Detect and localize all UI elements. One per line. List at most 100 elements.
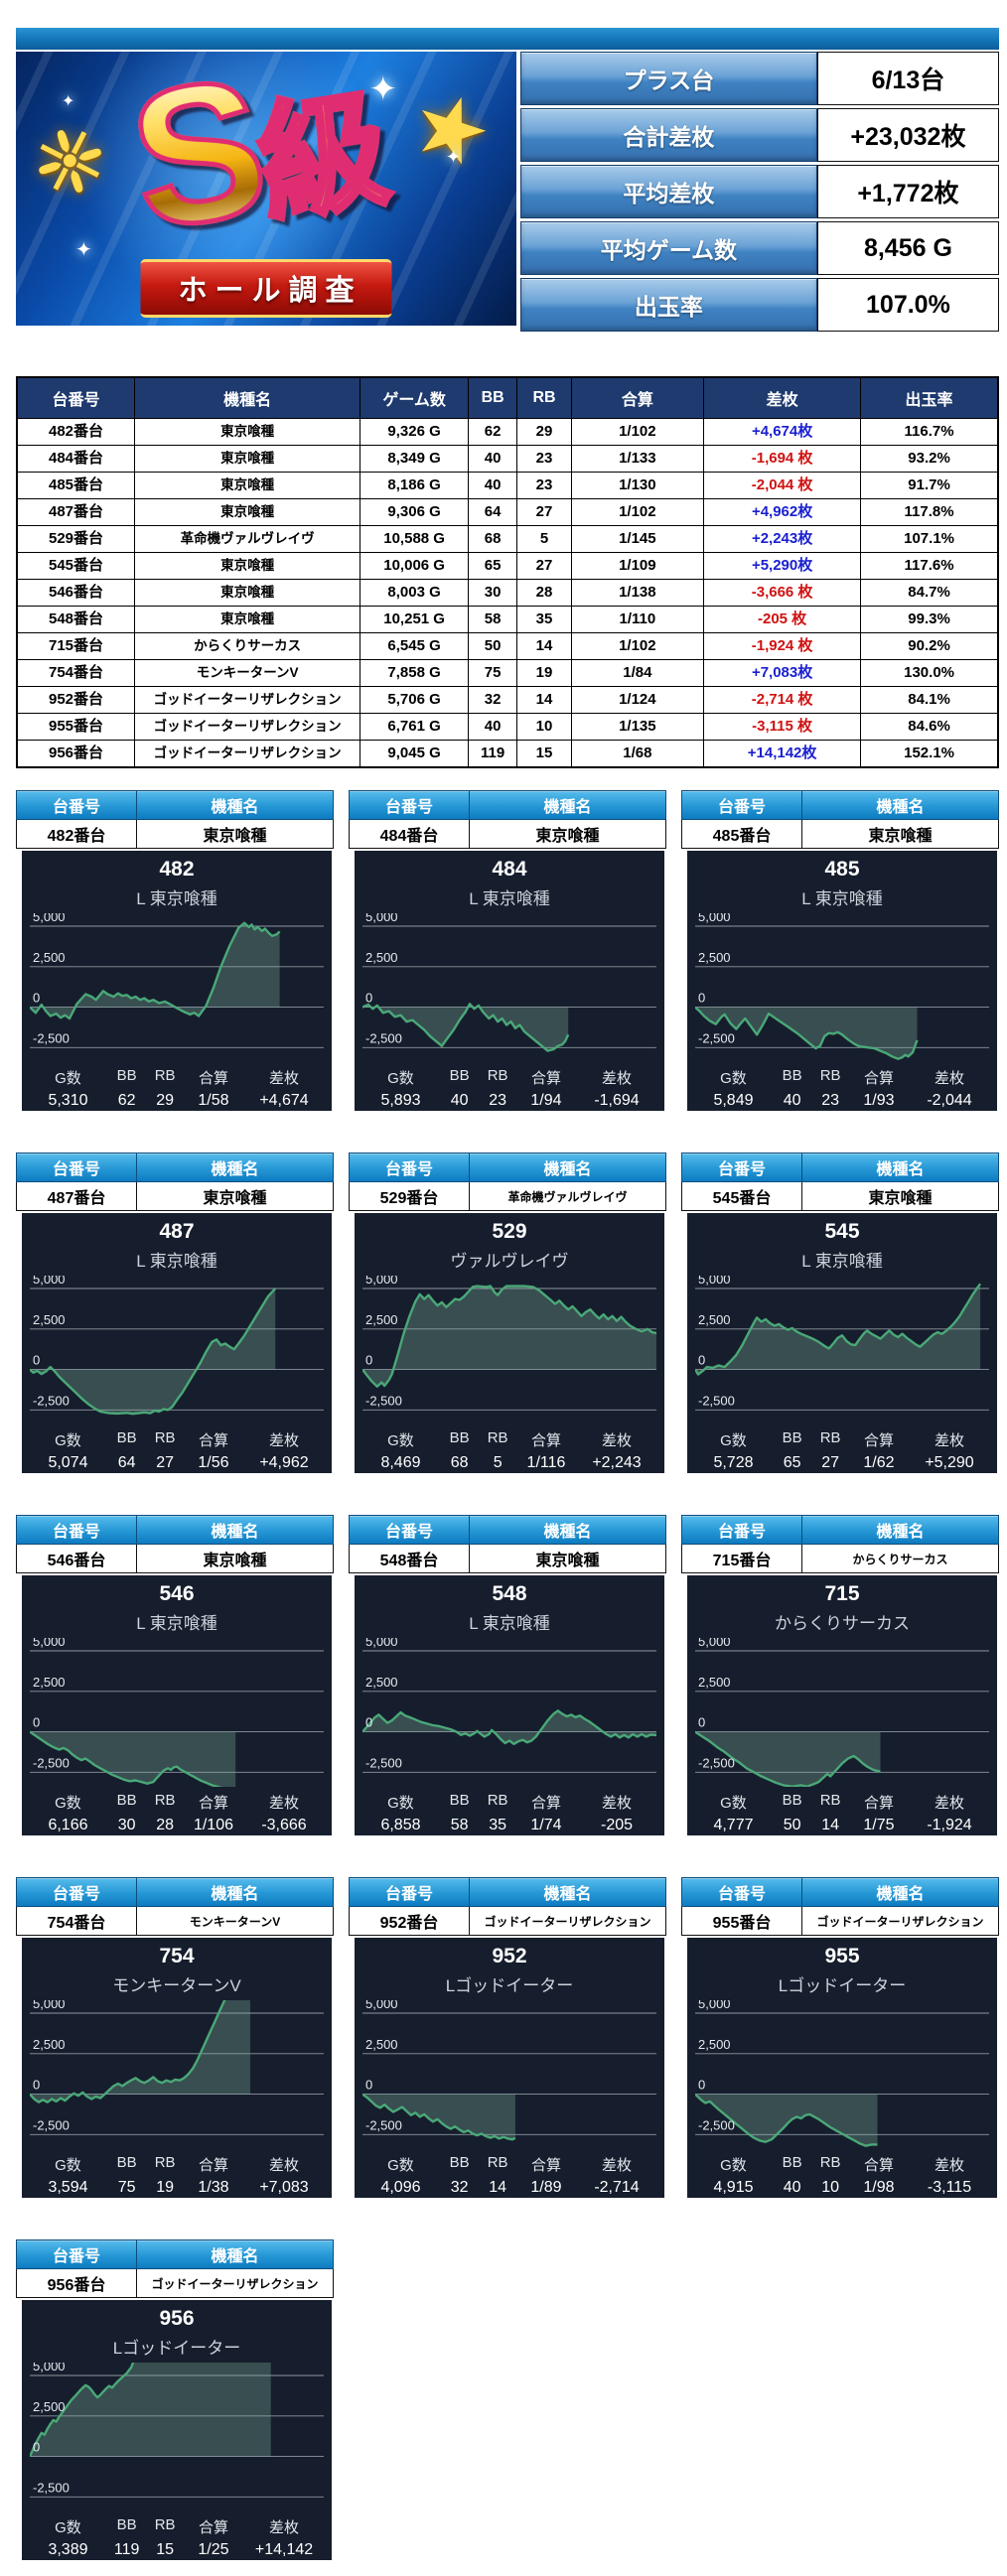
svg-text:-2,500: -2,500 <box>33 2480 70 2495</box>
slump-chart-panel: 485 L 東京喰種 5,000 2,500 0 -2,500 G数 BB RB 合算 差枚 … <box>687 851 997 1111</box>
svg-text:-2,500: -2,500 <box>365 1755 402 1770</box>
chart-stats-labels: G数 BB RB 合算 差枚 <box>362 2154 656 2175</box>
stat-value: 5,074 <box>48 1454 88 1471</box>
card-machine-number: 956番台 <box>15 2268 138 2298</box>
col-header: ゲーム数 <box>360 376 469 419</box>
svg-text:-2,500: -2,500 <box>365 1393 402 1408</box>
card-machine-model: モンキーターンV <box>136 1906 334 1936</box>
summary-value: +23,032枚 <box>816 108 999 162</box>
card-machine-model: からくりサーカス <box>801 1544 999 1573</box>
slump-chart: 5,000 2,500 0 -2,500 <box>30 1276 324 1416</box>
machine-number: 545番台 <box>16 552 136 580</box>
card-machine-model: 東京喰種 <box>801 1181 999 1211</box>
stat-label: G数 <box>720 1795 747 1812</box>
bb-count: 75 <box>467 659 518 687</box>
svg-text:2,500: 2,500 <box>33 1312 66 1327</box>
machine-card: 台番号 機種名 487番台 東京喰種 487 L 東京喰種 5,000 2,500… <box>15 1152 334 1473</box>
machine-card: 台番号 機種名 529番台 革命機ヴァルヴレイヴ 529 ヴァルヴレイヴ 5,0… <box>348 1152 666 1473</box>
stat-label: G数 <box>387 1432 414 1449</box>
svg-text:5,000: 5,000 <box>365 2000 398 2011</box>
header-row: ❈ ★ ✦ ✦ ✦ ✦ S級 ホール調査 プラス台 6/13台 合計差枚 +23,03… <box>16 52 999 335</box>
svg-text:0: 0 <box>33 2078 40 2093</box>
combined-rate: 1/130 <box>570 472 705 499</box>
machine-card: 台番号 機種名 485番台 東京喰種 485 L 東京喰種 5,000 2,500… <box>680 790 999 1111</box>
stat-value: 5,310 <box>48 1092 88 1109</box>
svg-text:2,500: 2,500 <box>365 1675 398 1690</box>
chart-subtitle: Lゴッドイーター <box>445 1976 574 1995</box>
card-machine-model: ゴッドイーターリザレクション <box>801 1906 999 1936</box>
payout-rate: 84.6% <box>860 713 999 741</box>
slump-chart-panel: 548 L 東京喰種 5,000 2,500 0 -2,500 G数 BB RB 合算 差枚 … <box>355 1575 664 1835</box>
machine-card: 台番号 機種名 546番台 東京喰種 546 L 東京喰種 5,000 2,500… <box>15 1515 334 1835</box>
model-name: からくりサーカス <box>134 632 361 660</box>
slump-chart: 5,000 2,500 0 -2,500 <box>30 2000 324 2135</box>
medal-diff: +4,674枚 <box>703 418 862 446</box>
stat-value: 1/58 <box>198 1092 229 1109</box>
summary-row: プラス台 6/13台 <box>520 52 999 105</box>
slump-cards-grid: 台番号 機種名 482番台 東京喰種 482 L 東京喰種 5,000 2,500… <box>15 790 999 2560</box>
svg-text:0: 0 <box>33 2440 40 2455</box>
card-col-model-header: 機種名 <box>801 1515 999 1545</box>
game-count: 8,186 G <box>360 472 469 499</box>
stat-label: 合算 <box>530 2157 561 2174</box>
stat-label: 差枚 <box>935 1795 965 1812</box>
stat-value: 4,915 <box>713 2179 754 2196</box>
payout-rate: 116.7% <box>860 418 999 446</box>
combined-rate: 1/133 <box>570 445 705 473</box>
summary-value: +1,772枚 <box>816 165 999 218</box>
stat-value: 28 <box>156 1817 175 1833</box>
medal-diff: +5,290枚 <box>703 552 862 580</box>
slump-chart-panel: 545 L 東京喰種 5,000 2,500 0 -2,500 G数 BB RB 合算 差枚 … <box>687 1213 997 1473</box>
stat-value: 19 <box>156 2179 175 2196</box>
card-machine-number: 715番台 <box>680 1544 803 1573</box>
slump-chart-panel: 529 ヴァルヴレイヴ 5,000 2,500 0 -2,500 G数 BB RB 合算 差枚… <box>355 1213 664 1473</box>
summary-value: 107.0% <box>816 278 999 332</box>
stat-label: RB <box>819 1429 841 1446</box>
svg-text:5,000: 5,000 <box>33 2000 66 2011</box>
card-machine-model: 東京喰種 <box>469 1544 666 1573</box>
stat-label: 差枚 <box>602 1795 633 1812</box>
stat-label: RB <box>154 1067 176 1084</box>
stat-value: +7,083 <box>259 2179 309 2196</box>
slump-chart-panel: 952 Lゴッドイーター 5,000 2,500 0 -2,500 G数 BB RB 合算 差… <box>355 1938 664 2198</box>
slump-chart: 5,000 2,500 0 -2,500 <box>362 1638 656 1773</box>
slump-chart: 5,000 2,500 0 -2,500 <box>30 913 324 1048</box>
chart-stats-values: 6,166 30 28 1/106 -3,666 <box>30 1817 324 1834</box>
chart-title: 546 <box>159 1582 195 1605</box>
machine-number: 956番台 <box>16 740 136 768</box>
combined-rate: 1/109 <box>570 552 705 580</box>
svg-text:0: 0 <box>33 991 40 1006</box>
svg-text:5,000: 5,000 <box>365 913 398 924</box>
svg-text:-2,500: -2,500 <box>33 1755 70 1770</box>
card-header-table: 台番号 機種名 484番台 東京喰種 <box>348 790 666 849</box>
card-machine-number: 754番台 <box>15 1906 138 1936</box>
card-col-number-header: 台番号 <box>15 1877 138 1907</box>
summary-label: 平均差枚 <box>520 165 817 218</box>
stat-label: 合算 <box>198 2157 228 2174</box>
payout-rate: 84.7% <box>860 579 999 607</box>
sparkle-icon: ✦ <box>445 147 461 167</box>
game-count: 7,858 G <box>360 659 469 687</box>
stat-value: 4,096 <box>380 2179 421 2196</box>
bb-count: 30 <box>467 579 518 607</box>
stat-label: BB <box>782 1067 802 1084</box>
chart-subtitle: L 東京喰種 <box>136 1252 217 1271</box>
svg-text:2,500: 2,500 <box>33 2399 66 2414</box>
chart-stats-values: 5,728 65 27 1/62 +5,290 <box>695 1454 989 1472</box>
stat-label: RB <box>819 1792 841 1809</box>
chart-title: 715 <box>824 1582 860 1605</box>
machine-number: 529番台 <box>16 525 136 553</box>
stat-value: 3,594 <box>48 2179 88 2196</box>
stat-label: BB <box>449 1429 470 1446</box>
svg-text:-2,500: -2,500 <box>698 1393 735 1408</box>
card-machine-model: 革命機ヴァルヴレイヴ <box>469 1181 666 1211</box>
chart-subtitle: Lゴッドイーター <box>778 1976 907 1995</box>
summary-row: 平均ゲーム数 8,456 G <box>520 221 999 275</box>
table-row: 548番台 東京喰種 10,251 G 58 35 1/110 -205 枚 99.3% <box>16 606 999 633</box>
card-col-model-header: 機種名 <box>469 1877 666 1907</box>
rb-count: 28 <box>516 579 572 607</box>
chart-stats-values: 4,777 50 14 1/75 -1,924 <box>695 1817 989 1834</box>
stat-label: BB <box>782 1429 802 1446</box>
stat-label: 差枚 <box>935 1432 965 1449</box>
chart-title: 487 <box>159 1220 195 1243</box>
